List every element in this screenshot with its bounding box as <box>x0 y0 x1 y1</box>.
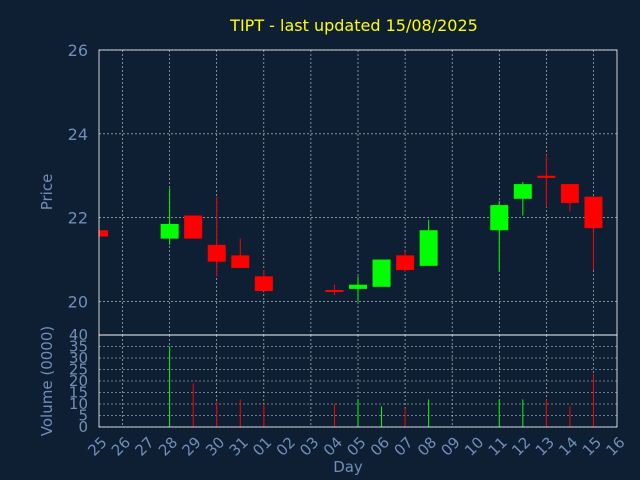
x-axis-label: Day <box>333 458 363 476</box>
axis-layer: 2526272829303101020304050607080910111213… <box>68 41 629 460</box>
candle-body <box>349 284 367 289</box>
x-tick-label: 08 <box>414 433 440 459</box>
chart-title: TIPT - last updated 15/08/2025 <box>229 16 478 35</box>
candle <box>254 270 273 291</box>
volume-axis-label: Volume (0000) <box>38 326 56 436</box>
x-tick-label: 16 <box>602 433 628 459</box>
x-tick-label: 07 <box>390 433 416 459</box>
candle <box>207 196 226 277</box>
candle <box>490 200 509 273</box>
x-tick-label: 05 <box>343 433 369 459</box>
candle-layer <box>98 154 603 302</box>
candle <box>584 196 603 271</box>
price-axis-label: Price <box>38 174 56 211</box>
candle <box>231 238 250 268</box>
volume-tick-label: 25 <box>69 361 88 379</box>
candle-body <box>160 223 179 239</box>
volume-tick-label: 15 <box>69 384 88 402</box>
x-tick-label: 27 <box>131 433 157 459</box>
candle-body <box>584 196 603 229</box>
volume-layer <box>169 346 594 427</box>
x-tick-label: 11 <box>485 433 511 459</box>
candle-body <box>419 230 438 266</box>
x-tick-label: 25 <box>84 433 110 459</box>
candle-body <box>184 215 203 239</box>
candle <box>396 251 415 273</box>
candle-body <box>537 175 556 178</box>
x-tick-label: 09 <box>438 433 464 459</box>
candle-body <box>231 255 250 268</box>
price-tick-label: 26 <box>68 41 88 60</box>
x-tick-label: 02 <box>273 433 299 459</box>
candle <box>372 259 391 287</box>
candle-body <box>254 276 273 291</box>
x-tick-label: 06 <box>367 433 393 459</box>
volume-tick-label: 30 <box>69 349 88 367</box>
candle <box>419 219 438 266</box>
x-tick-label: 31 <box>226 433 252 459</box>
volume-tick-label: 0 <box>78 418 88 436</box>
price-tick-label: 22 <box>68 209 88 228</box>
candle <box>349 276 367 302</box>
candle <box>98 230 108 237</box>
x-tick-label: 13 <box>532 433 558 459</box>
x-tick-label: 12 <box>508 433 534 459</box>
volume-panel-frame <box>98 334 618 428</box>
candle-body <box>513 184 532 199</box>
candle <box>184 215 203 239</box>
x-tick-label: 15 <box>579 433 605 459</box>
volume-tick-label: 40 <box>69 326 88 344</box>
candle-body <box>490 205 509 231</box>
volume-tick-label: 5 <box>78 407 88 425</box>
candle-body <box>560 184 579 203</box>
candle-body <box>207 244 226 262</box>
candle-body <box>325 289 344 292</box>
candle <box>513 182 532 216</box>
volume-tick-label: 10 <box>69 395 88 413</box>
x-tick-label: 30 <box>202 433 228 459</box>
x-tick-label: 03 <box>296 433 322 459</box>
candle-body <box>372 259 391 287</box>
candle-body <box>99 230 108 237</box>
x-tick-label: 01 <box>249 433 275 459</box>
x-tick-label: 04 <box>320 433 346 459</box>
x-tick-label: 10 <box>461 433 487 459</box>
x-tick-label: 29 <box>179 433 205 459</box>
price-tick-label: 20 <box>68 292 88 311</box>
volume-tick-label: 35 <box>69 338 88 356</box>
candle-body <box>396 255 415 271</box>
x-tick-label: 28 <box>155 433 181 459</box>
price-tick-label: 24 <box>68 125 88 144</box>
candle <box>560 184 579 212</box>
volume-tick-label: 20 <box>69 372 88 390</box>
candle <box>325 284 344 296</box>
x-tick-label: 26 <box>108 433 134 459</box>
candle <box>160 188 179 245</box>
candle <box>537 154 556 208</box>
x-tick-label: 14 <box>555 433 581 459</box>
